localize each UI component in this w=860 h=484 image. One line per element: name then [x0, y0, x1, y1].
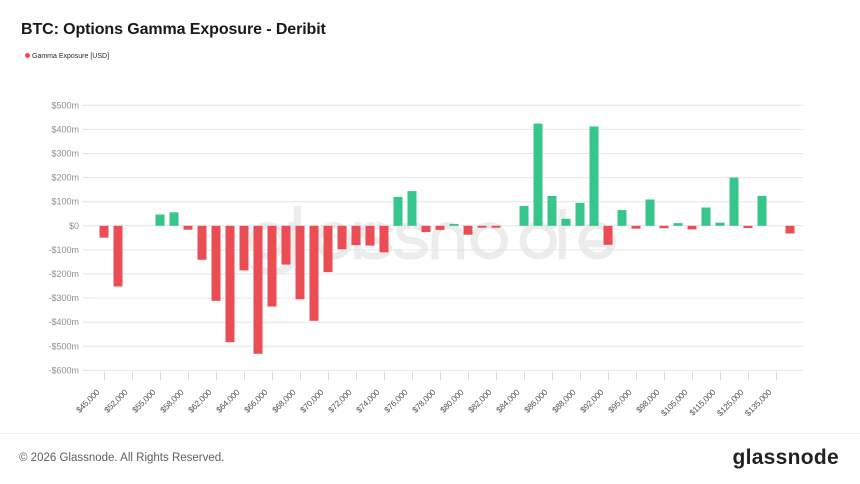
- svg-text:-$100m: -$100m: [48, 245, 79, 255]
- svg-text:-$300m: -$300m: [48, 293, 79, 303]
- svg-text:$100m: $100m: [51, 197, 79, 207]
- svg-text:-$500m: -$500m: [48, 341, 79, 351]
- svg-text:$200m: $200m: [51, 173, 79, 183]
- svg-text:$500m: $500m: [51, 100, 79, 110]
- svg-text:-$200m: -$200m: [48, 269, 79, 279]
- svg-text:$400m: $400m: [51, 124, 79, 134]
- svg-text:-$400m: -$400m: [48, 317, 79, 327]
- svg-text:-$600m: -$600m: [48, 365, 79, 375]
- svg-text:$300m: $300m: [51, 149, 79, 159]
- svg-text:$0: $0: [69, 221, 79, 231]
